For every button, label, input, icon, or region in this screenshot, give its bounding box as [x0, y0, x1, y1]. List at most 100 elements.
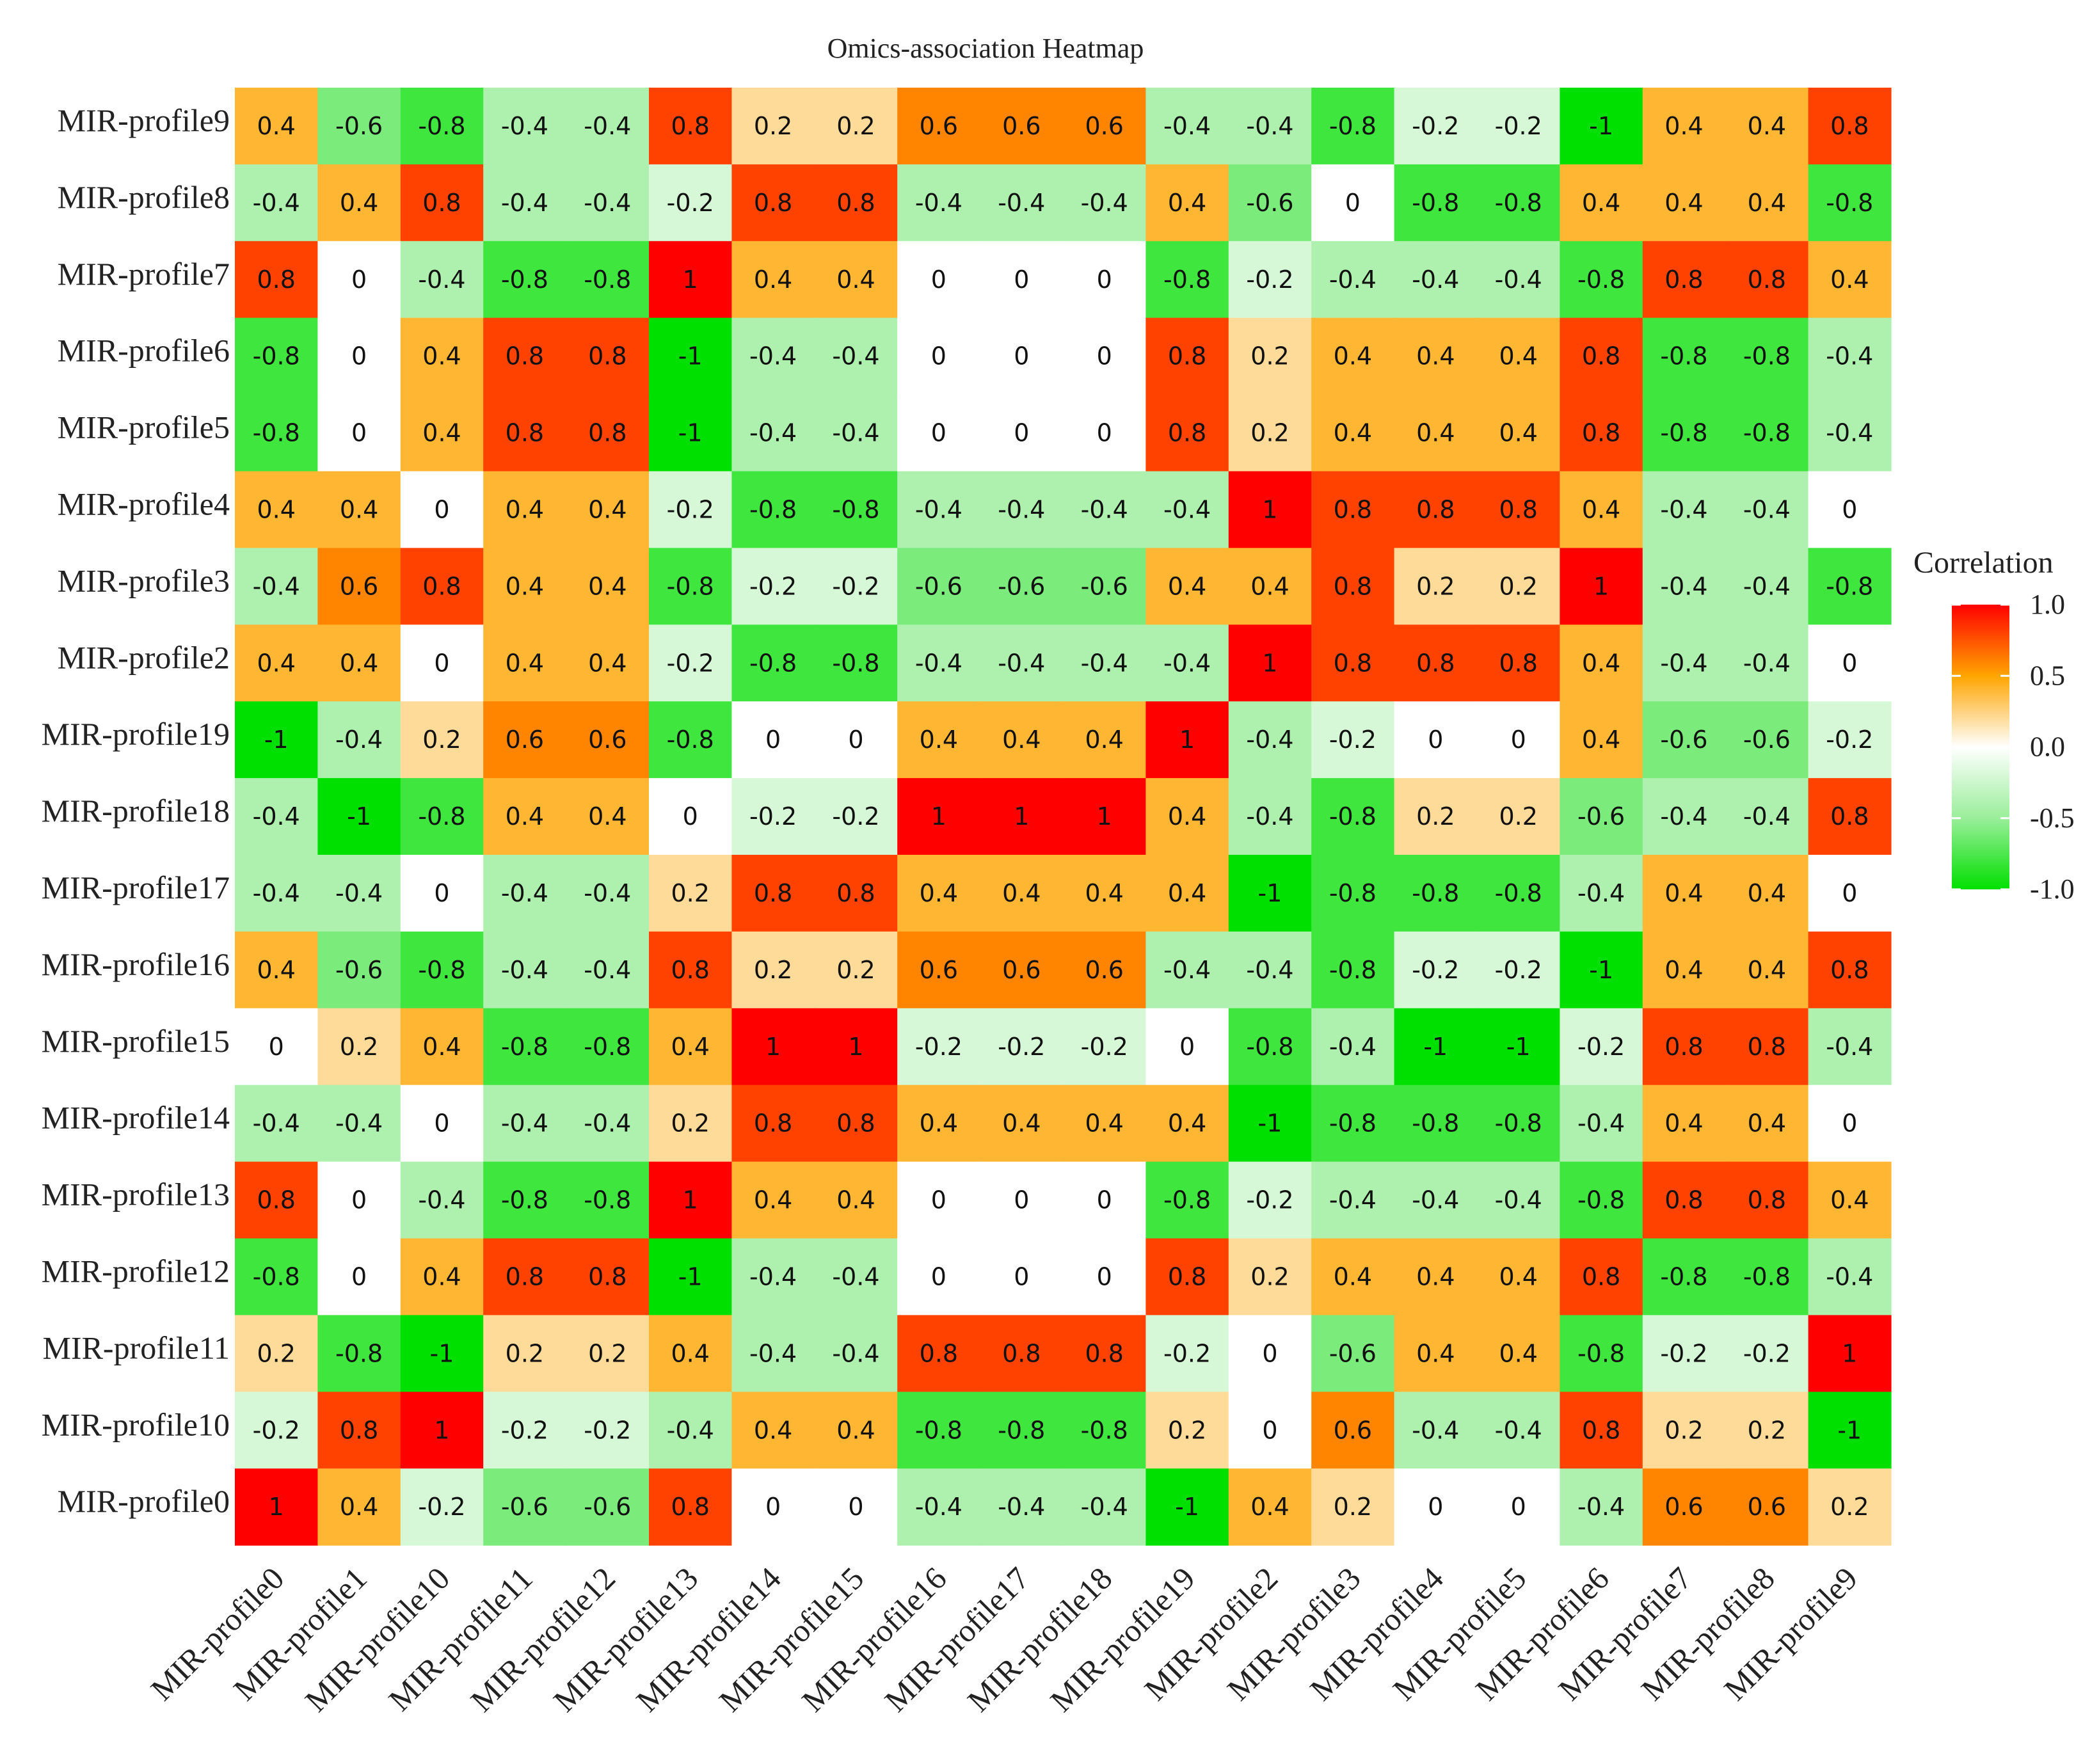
heatmap-cell: [400, 855, 484, 932]
heatmap-cell: [1228, 88, 1312, 165]
cell-value-label: 0: [848, 726, 863, 754]
cell-value-label: -1: [1589, 956, 1613, 984]
heatmap-cell: [649, 855, 732, 932]
heatmap-cell: [1477, 1161, 1560, 1239]
cell-value-label: -0.4: [1826, 342, 1873, 370]
cell-value-label: 0.4: [1748, 112, 1786, 140]
heatmap-cell: [1228, 1085, 1312, 1163]
cell-value-label: -0.4: [1577, 879, 1625, 907]
heatmap-cell: [1228, 317, 1312, 395]
cell-value-label: 0.4: [754, 266, 792, 294]
heatmap-cell: [400, 1238, 484, 1315]
heatmap-cell: [649, 1008, 732, 1086]
cell-value-label: -0.4: [418, 1186, 465, 1214]
heatmap-cell: [1725, 1315, 1809, 1392]
heatmap-cell: [235, 394, 318, 472]
cell-value-label: -0.4: [1577, 1109, 1625, 1138]
cell-value-label: 0.8: [836, 879, 875, 907]
cell-value-label: 0: [1014, 419, 1029, 447]
cell-value-label: -0.8: [832, 495, 879, 523]
heatmap-cell: [566, 1161, 650, 1239]
heatmap-cell: [1063, 1392, 1146, 1469]
heatmap-cell: [1642, 931, 1726, 1009]
heatmap-cell: [731, 241, 815, 319]
cell-value-label: 0.8: [1002, 1339, 1041, 1367]
cell-value-label: 0: [434, 1109, 449, 1138]
heatmap-cell: [1063, 1161, 1146, 1239]
heatmap-cell: [1560, 778, 1643, 855]
heatmap-cell: [1228, 1468, 1312, 1546]
cell-value-label: 0.4: [1085, 879, 1123, 907]
heatmap-cell: [1228, 624, 1312, 702]
heatmap-cell: [980, 88, 1064, 165]
heatmap-cell: [566, 241, 650, 319]
heatmap-cell: [897, 931, 981, 1009]
cell-value-label: 1: [1593, 572, 1609, 600]
heatmap-cell: [897, 855, 981, 932]
heatmap-cell: [566, 701, 650, 779]
heatmap-cell: [1560, 855, 1643, 932]
heatmap-cell: [1394, 1238, 1478, 1315]
heatmap-cell: [897, 1161, 981, 1239]
heatmap-cell: [1642, 241, 1726, 319]
heatmap-cell: [566, 1315, 650, 1392]
heatmap-cell: [1725, 164, 1809, 242]
cell-value-label: -0.6: [1660, 726, 1707, 754]
heatmap-cell: [731, 1392, 815, 1469]
heatmap-cell: [1228, 548, 1312, 625]
legend-tick-label: 0.0: [2030, 731, 2065, 763]
heatmap-cell: [980, 164, 1064, 242]
cell-value-label: 0: [1097, 1262, 1112, 1291]
heatmap-cell: [1228, 394, 1312, 472]
cell-value-label: 0.8: [754, 1109, 792, 1138]
cell-value-label: 0: [1262, 1416, 1277, 1444]
heatmap-cell: [1228, 931, 1312, 1009]
heatmap-cell: [483, 1008, 567, 1086]
heatmap-cell: [1477, 88, 1560, 165]
heatmap-cell: [731, 931, 815, 1009]
heatmap-cell: [1642, 394, 1726, 472]
heatmap-cell: [1311, 778, 1395, 855]
cell-value-label: 0.4: [836, 1416, 875, 1444]
cell-value-label: -0.4: [335, 726, 383, 754]
heatmap-cell: [814, 164, 898, 242]
heatmap-cell: [731, 778, 815, 855]
heatmap-cell: [483, 548, 567, 625]
heatmap-cell: [1642, 624, 1726, 702]
cell-value-label: 0.8: [257, 266, 295, 294]
heatmap-cell: [1311, 1392, 1395, 1469]
heatmap-cell: [1228, 1238, 1312, 1315]
cell-value-label: -0.8: [1660, 419, 1707, 447]
heatmap-cell: [731, 624, 815, 702]
cell-value-label: -1: [678, 419, 703, 447]
row-label: MIR-profile10: [42, 1406, 230, 1442]
cell-value-label: 0: [434, 495, 449, 523]
cell-value-label: 0.6: [1748, 1493, 1786, 1521]
heatmap-cell: [1642, 778, 1726, 855]
cell-value-label: -0.4: [1826, 1033, 1873, 1061]
heatmap-cell: [1808, 88, 1892, 165]
heatmap-cell: [731, 1161, 815, 1239]
heatmap-cell: [317, 1392, 401, 1469]
row-label: MIR-profile13: [42, 1177, 230, 1212]
heatmap-cell: [1145, 394, 1229, 472]
cell-value-label: 0.8: [1582, 1262, 1620, 1291]
heatmap-cell: [649, 394, 732, 472]
cell-value-label: 0.4: [754, 1186, 792, 1214]
heatmap-cell: [400, 624, 484, 702]
cell-value-label: 0.6: [506, 726, 544, 754]
cell-value-label: 0.8: [1168, 1262, 1206, 1291]
column-label: MIR-profile19: [1043, 1560, 1202, 1719]
heatmap-cell: [483, 471, 567, 548]
cell-value-label: 0.2: [836, 956, 875, 984]
heatmap-cell: [1063, 624, 1146, 702]
cell-value-label: 0.8: [920, 1339, 958, 1367]
cell-value-label: 0.4: [1168, 879, 1206, 907]
heatmap-cell: [317, 1008, 401, 1086]
heatmap-cell: [1808, 471, 1892, 548]
cell-value-label: 0.4: [1334, 1262, 1372, 1291]
heatmap-cell: [1477, 778, 1560, 855]
heatmap-cell: [1145, 164, 1229, 242]
cell-value-label: -0.4: [1826, 419, 1873, 447]
cell-value-label: -0.2: [501, 1416, 548, 1444]
